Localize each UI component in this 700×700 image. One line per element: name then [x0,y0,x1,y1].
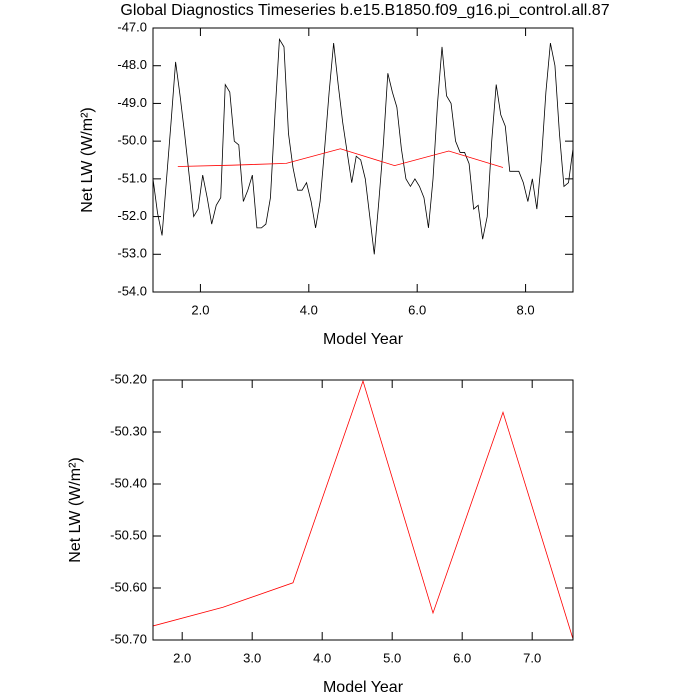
x-tick-label: 4.0 [313,650,331,665]
y-tick-label: -49.0 [117,95,147,110]
y-tick-label: -50.30 [110,423,147,438]
data-line [177,148,504,168]
y-tick-label: -50.0 [117,133,147,148]
data-line [153,380,573,640]
chart-title: Global Diagnostics Timeseries b.e15.B185… [120,2,609,19]
y-tick-label: -50.60 [110,579,147,594]
y-tick-label: -50.40 [110,475,147,490]
y-tick-label: -53.0 [117,246,147,261]
x-tick-label: 4.0 [300,302,318,317]
x-tick-label: 5.0 [383,650,401,665]
plot-frame [152,27,574,293]
x-tick-label: 2.0 [173,650,191,665]
y-tick-label: -51.0 [117,170,147,185]
x-tick-label: 8.0 [517,302,535,317]
panel: Global Diagnostics Timeseries b.e15.B185… [79,2,609,348]
y-tick-label: -50.50 [110,527,147,542]
y-tick-label: -50.70 [110,631,147,646]
y-tick-label: -47.0 [117,19,147,34]
y-axis-label: Net LW (W/m²) [79,107,96,212]
x-tick-label: 3.0 [243,650,261,665]
data-line [153,38,573,255]
x-tick-label: 2.0 [191,302,209,317]
x-tick-label: 6.0 [453,650,471,665]
y-tick-label: -48.0 [117,57,147,72]
y-tick-label: -52.0 [117,208,147,223]
plot-frame [152,379,574,641]
x-tick-label: 7.0 [523,650,541,665]
x-axis-label: Model Year [323,331,404,348]
panel: Model Year Net LW (W/m²) 2.0 3.0 4.0 5.0 6.0 7.… [67,371,574,696]
x-tick-label: 6.0 [408,302,426,317]
y-tick-label: -54.0 [117,283,147,298]
x-axis-label: Model Year [323,679,404,696]
y-tick-label: -50.20 [110,371,147,386]
y-axis-label: Net LW (W/m²) [67,457,84,562]
